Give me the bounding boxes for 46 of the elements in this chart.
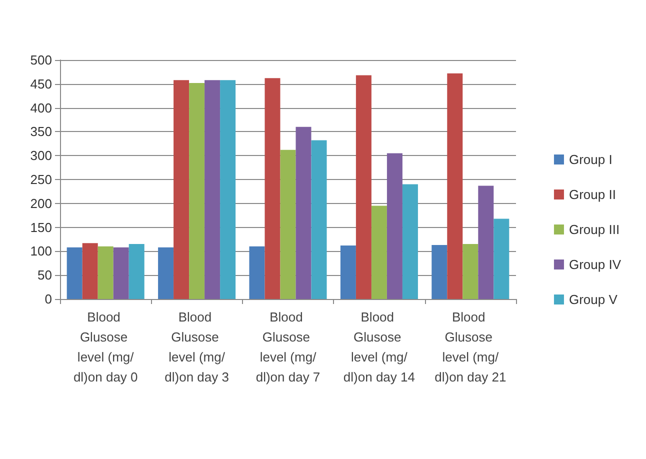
bar <box>356 75 372 299</box>
bar <box>280 150 296 299</box>
x-tick-label: Blood Glusose level (mg/dl)on day 7 <box>256 310 320 384</box>
y-tick-label: 300 <box>30 148 52 164</box>
y-tick-label: 0 <box>44 292 52 306</box>
bar <box>158 247 174 299</box>
bar <box>478 186 494 299</box>
bar <box>66 247 82 299</box>
x-tick-label: Blood Glusose level (mg/dl)on day 14 <box>343 310 415 384</box>
bar <box>371 206 387 299</box>
x-tick-label: Blood Glusose level (mg/dl)on day 0 <box>73 310 138 384</box>
bar <box>402 184 418 299</box>
bar <box>98 246 114 299</box>
bar <box>113 247 129 299</box>
bar <box>494 218 510 299</box>
legend-label: Group IV <box>568 257 622 272</box>
y-tick-label: 50 <box>38 268 52 283</box>
bar <box>189 82 205 299</box>
bar <box>296 126 312 299</box>
y-tick-label: 150 <box>30 220 52 235</box>
bar <box>340 245 356 299</box>
y-tick-label: 250 <box>30 172 52 187</box>
bar <box>462 244 478 299</box>
bar <box>386 153 402 299</box>
bar <box>204 80 220 299</box>
bar <box>82 243 98 299</box>
legend-label: Group I <box>568 152 612 167</box>
bar <box>311 140 327 299</box>
legend-label: Group II <box>568 187 616 202</box>
x-tick-label: Blood Glusose level (mg/dl)on day 3 <box>164 310 229 384</box>
y-tick-label: 450 <box>30 76 52 92</box>
bar <box>174 80 190 299</box>
y-tick-label: 100 <box>30 244 52 259</box>
y-tick-label: 350 <box>30 124 52 140</box>
legend-label: Group III <box>568 222 620 237</box>
y-tick-label: 400 <box>30 100 52 116</box>
y-tick-label: 500 <box>30 52 52 68</box>
y-tick-label: 200 <box>30 196 52 211</box>
bar <box>128 244 144 299</box>
bar <box>220 80 236 299</box>
bar <box>264 78 280 299</box>
bar <box>447 73 463 299</box>
legend-label: Group V <box>568 292 618 307</box>
bar <box>249 246 265 299</box>
bar <box>432 244 448 299</box>
x-tick-label: Blood Glusose level (mg/dl)on day 21 <box>434 310 506 384</box>
